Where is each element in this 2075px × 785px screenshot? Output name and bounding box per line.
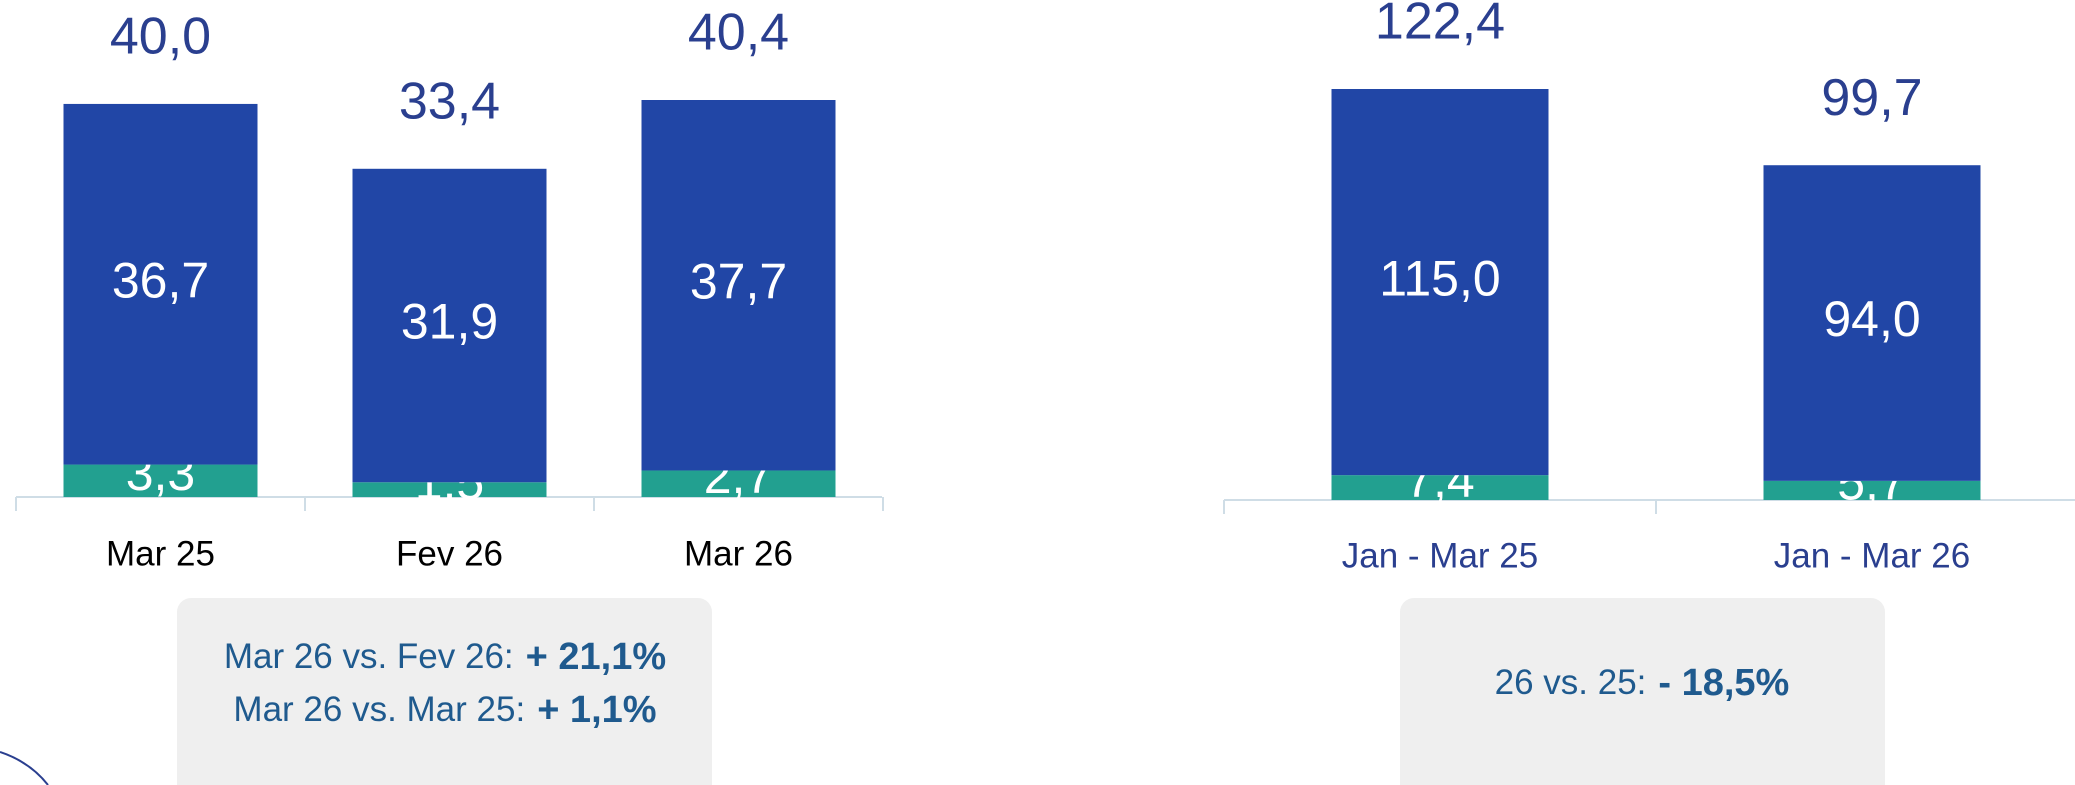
bar-segment [1331,89,1549,476]
x-tick-label: Jan - Mar 26 [1774,536,1970,575]
annotation-value: + 1,1% [537,689,656,731]
segment-label: 36,7 [112,252,209,308]
bar-segment [63,464,258,497]
bar-segment [352,482,547,497]
annotation-text: 26 vs. 25: [1495,663,1647,702]
annotation: Mar 26 vs. Mar 25: + 1,1% [233,689,656,731]
annotation-value: - 18,5% [1658,662,1789,704]
total-label: 40,0 [110,8,211,66]
decor-arc [0,751,49,785]
x-tick-label: Fev 26 [396,534,503,573]
bar-segment [1331,475,1549,500]
segment-label: 37,7 [690,253,787,309]
total-label: 99,7 [1821,69,1922,127]
total-label: 122,4 [1375,0,1505,51]
annotation: Mar 26 vs. Fev 26: + 21,1% [224,636,666,678]
note-box [1400,598,1885,785]
annotation-text: Mar 26 vs. Fev 26: [224,637,514,676]
annotation: 26 vs. 25: - 18,5% [1495,662,1790,704]
bar-segment [641,470,836,497]
x-tick-label: Jan - Mar 25 [1342,536,1538,575]
segment-label: 31,9 [401,294,498,350]
bar-segment [1763,480,1981,500]
annotation-text: Mar 26 vs. Mar 25: [233,690,525,729]
bar-segment [1763,165,1981,481]
bar-segment [641,100,836,471]
total-label: 33,4 [399,73,500,131]
x-tick-label: Mar 25 [106,534,215,573]
bar-segment [63,103,258,465]
annotation-value: + 21,1% [526,636,667,678]
segment-label: 94,0 [1823,291,1920,347]
segment-label: 115,0 [1379,250,1500,306]
x-tick-label: Mar 26 [684,534,793,573]
total-label: 40,4 [688,4,789,62]
note-box [177,598,712,785]
bar-segment [352,168,547,483]
